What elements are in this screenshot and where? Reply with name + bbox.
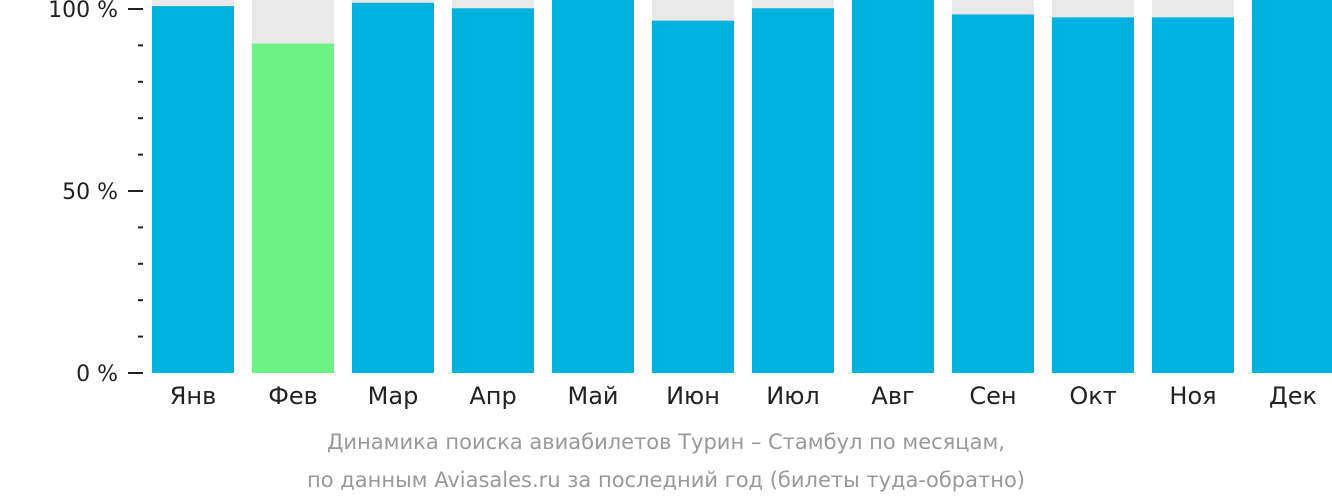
chart-subtitle: по данным Aviasales.ru за последний год … <box>307 468 1025 492</box>
x-tick-label: Июл <box>766 382 820 410</box>
bar-chart: 0 % 50 % 100 % Янв Фев Мар Апр Май Июн Июл Авг Сен… <box>48 0 1332 410</box>
x-tick-label: Дек <box>1269 382 1317 410</box>
x-tick-label: Окт <box>1069 382 1116 410</box>
x-tick-label: Авг <box>871 382 914 410</box>
bar-11 <box>1152 17 1234 373</box>
x-tick-label: Май <box>567 382 618 410</box>
bar-12 <box>1252 0 1332 373</box>
x-tick-label: Янв <box>170 382 217 410</box>
bar-3 <box>352 2 434 373</box>
x-tick-label: Ноя <box>1169 382 1216 410</box>
y-tick-label: 50 % <box>62 180 118 205</box>
y-tick-label: 0 % <box>76 362 118 387</box>
y-tick-label: 100 % <box>48 0 118 23</box>
x-axis-labels: Янв Фев Мар Апр Май Июн Июл Авг Сен Окт Ноя Дек <box>170 382 1317 410</box>
bar-group <box>152 0 1332 374</box>
bar-4 <box>452 8 534 373</box>
bar-1 <box>152 6 234 373</box>
bar-5 <box>552 0 634 373</box>
bar-2 <box>252 43 334 374</box>
bar-6 <box>652 20 734 373</box>
bar-10 <box>1052 17 1134 373</box>
x-tick-label: Фев <box>268 382 318 410</box>
x-tick-label: Мар <box>368 382 419 410</box>
bar-9 <box>952 14 1034 374</box>
bar-8 <box>852 0 934 373</box>
bar-7 <box>752 8 834 373</box>
x-tick-label: Сен <box>969 382 1016 410</box>
y-axis: 0 % 50 % 100 % <box>48 0 143 387</box>
chart-title: Динамика поиска авиабилетов Турин – Стам… <box>327 430 1005 454</box>
x-tick-label: Июн <box>666 382 720 410</box>
x-tick-label: Апр <box>469 382 516 410</box>
